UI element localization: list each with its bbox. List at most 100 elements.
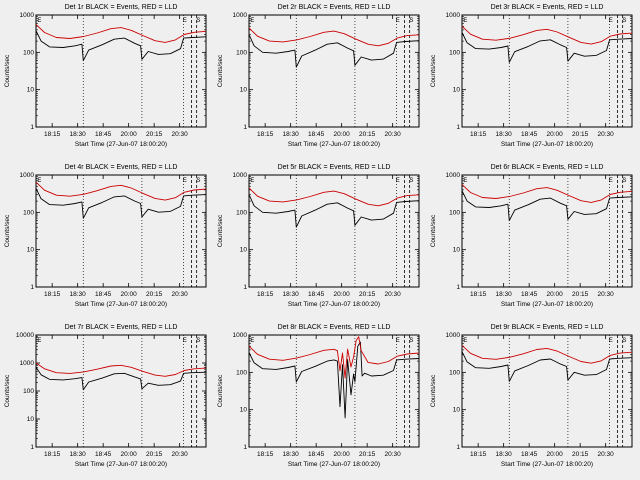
lld-series bbox=[461, 344, 633, 364]
panel-title: Det 4r BLACK = Events, RED = LLD bbox=[65, 164, 178, 171]
flag-label: S bbox=[196, 178, 200, 184]
y-tick-label: 100 bbox=[236, 209, 247, 216]
x-tick-label: 20:00 bbox=[334, 451, 351, 458]
x-tick-label: 20:00 bbox=[547, 131, 564, 138]
x-tick-label: 20:30 bbox=[172, 291, 189, 298]
lld-series bbox=[248, 336, 420, 379]
panel-title: Det 8r BLACK = Events, RED = LLD bbox=[278, 324, 391, 331]
y-axis-label: Counts/sec bbox=[217, 214, 224, 247]
y-tick-label: 100 bbox=[23, 49, 34, 56]
y-tick-label: 100 bbox=[449, 49, 460, 56]
flag-label: S bbox=[409, 18, 413, 24]
y-tick-label: 1000 bbox=[20, 360, 35, 367]
flag-label: S bbox=[196, 18, 200, 24]
x-tick-label: 18:30 bbox=[283, 451, 300, 458]
y-tick-label: 1 bbox=[30, 124, 34, 131]
y-tick-label: 10 bbox=[240, 247, 248, 254]
flag-label: E bbox=[609, 178, 613, 184]
panel-svg: Det 5r BLACK = Events, RED = LLD 1 10 100 10… bbox=[217, 164, 420, 308]
x-tick-label: 20:30 bbox=[385, 291, 402, 298]
y-tick-label: 10 bbox=[453, 87, 461, 94]
x-tick-label: 18:30 bbox=[283, 131, 300, 138]
panel-svg: Det 6r BLACK = Events, RED = LLD 1 10 100 10… bbox=[430, 164, 633, 308]
x-tick-label: 18:30 bbox=[496, 291, 513, 298]
x-tick-label: 20:15 bbox=[572, 451, 589, 458]
y-tick-label: 10 bbox=[27, 87, 35, 94]
y-axis-label: Counts/sec bbox=[430, 54, 437, 87]
x-axis-label: Start Time (27-Jun-07 18:00:20) bbox=[501, 461, 593, 468]
flag-label: E bbox=[609, 338, 613, 344]
lld-series bbox=[248, 27, 420, 47]
flag-label: E bbox=[463, 18, 467, 24]
x-tick-label: 20:00 bbox=[121, 131, 138, 138]
flag-label: E bbox=[183, 178, 187, 184]
panel-svg: Det 4r BLACK = Events, RED = LLD 1 10 100 10… bbox=[4, 164, 207, 308]
x-tick-label: 20:30 bbox=[598, 131, 615, 138]
flag-label: E bbox=[396, 338, 400, 344]
x-axis-label: Start Time (27-Jun-07 18:00:20) bbox=[501, 301, 593, 308]
x-tick-label: 20:00 bbox=[121, 291, 138, 298]
panel-title: Det 7r BLACK = Events, RED = LLD bbox=[65, 324, 178, 331]
x-tick-label: 18:15 bbox=[257, 131, 274, 138]
flag-label: E bbox=[37, 338, 41, 344]
y-tick-label: 10 bbox=[240, 407, 248, 414]
y-tick-label: 1 bbox=[243, 124, 247, 131]
y-tick-label: 10 bbox=[453, 407, 461, 414]
x-tick-label: 20:30 bbox=[172, 131, 189, 138]
x-tick-label: 18:30 bbox=[283, 291, 300, 298]
plot-frame bbox=[35, 14, 207, 128]
panel-title: Det 2r BLACK = Events, RED = LLD bbox=[278, 4, 391, 11]
flag-label: E bbox=[37, 18, 41, 24]
y-tick-label: 100 bbox=[236, 369, 247, 376]
panel-title: Det 9r BLACK = Events, RED = LLD bbox=[491, 324, 604, 331]
lld-series bbox=[35, 362, 207, 377]
x-tick-label: 18:15 bbox=[257, 451, 274, 458]
panel-det-3r: Det 3r BLACK = Events, RED = LLD 1 10 100 10… bbox=[426, 0, 639, 160]
y-tick-label: 1000 bbox=[446, 12, 461, 19]
plot-frame bbox=[248, 334, 420, 448]
flag-label: E bbox=[183, 18, 187, 24]
x-tick-label: 18:30 bbox=[496, 451, 513, 458]
panel-svg: Det 1r BLACK = Events, RED = LLD 1 10 100 10… bbox=[4, 4, 207, 148]
x-tick-label: 18:15 bbox=[44, 291, 61, 298]
y-tick-label: 1 bbox=[30, 444, 34, 451]
events-series bbox=[248, 194, 420, 228]
y-tick-label: 100 bbox=[23, 388, 34, 395]
panel-det-9r: Det 9r BLACK = Events, RED = LLD 1 10 100 10… bbox=[426, 320, 639, 480]
y-tick-label: 100 bbox=[449, 369, 460, 376]
panel-det-8r: Det 8r BLACK = Events, RED = LLD 1 10 100 10… bbox=[213, 320, 426, 480]
x-tick-label: 18:30 bbox=[496, 131, 513, 138]
panel-title: Det 1r BLACK = Events, RED = LLD bbox=[65, 4, 178, 11]
x-tick-label: 20:00 bbox=[334, 291, 351, 298]
flag-label: S bbox=[622, 338, 626, 344]
flag-label: E bbox=[250, 18, 254, 24]
panel-svg: Det 8r BLACK = Events, RED = LLD 1 10 100 10… bbox=[217, 324, 420, 468]
x-tick-label: 18:30 bbox=[70, 451, 87, 458]
y-tick-label: 1 bbox=[243, 284, 247, 291]
panel-svg: Det 3r BLACK = Events, RED = LLD 1 10 100 10… bbox=[430, 4, 633, 148]
panel-det-4r: Det 4r BLACK = Events, RED = LLD 1 10 100 10… bbox=[0, 160, 213, 320]
x-tick-label: 20:00 bbox=[121, 451, 138, 458]
flag-label: E bbox=[609, 18, 613, 24]
flag-label: E bbox=[396, 18, 400, 24]
y-tick-label: 1000 bbox=[446, 172, 461, 179]
panel-det-2r: Det 2r BLACK = Events, RED = LLD 1 10 100 10… bbox=[213, 0, 426, 160]
events-series bbox=[35, 188, 207, 219]
flag-label: S bbox=[409, 338, 413, 344]
flag-label: S bbox=[622, 18, 626, 24]
x-tick-label: 18:45 bbox=[308, 131, 325, 138]
events-series bbox=[461, 351, 633, 382]
panel-svg: Det 9r BLACK = Events, RED = LLD 1 10 100 10… bbox=[430, 324, 633, 468]
panel-det-5r: Det 5r BLACK = Events, RED = LLD 1 10 100 10… bbox=[213, 160, 426, 320]
panel-title: Det 3r BLACK = Events, RED = LLD bbox=[491, 4, 604, 11]
y-tick-label: 10 bbox=[453, 247, 461, 254]
flag-label: E bbox=[37, 178, 41, 184]
y-tick-label: 100 bbox=[449, 209, 460, 216]
y-axis-label: Counts/sec bbox=[4, 214, 11, 247]
x-tick-label: 18:15 bbox=[470, 131, 487, 138]
events-series bbox=[35, 30, 207, 62]
x-axis-label: Start Time (27-Jun-07 18:00:20) bbox=[75, 461, 167, 468]
x-tick-label: 18:45 bbox=[95, 291, 112, 298]
y-tick-label: 10000 bbox=[16, 332, 34, 339]
x-tick-label: 20:15 bbox=[146, 131, 163, 138]
